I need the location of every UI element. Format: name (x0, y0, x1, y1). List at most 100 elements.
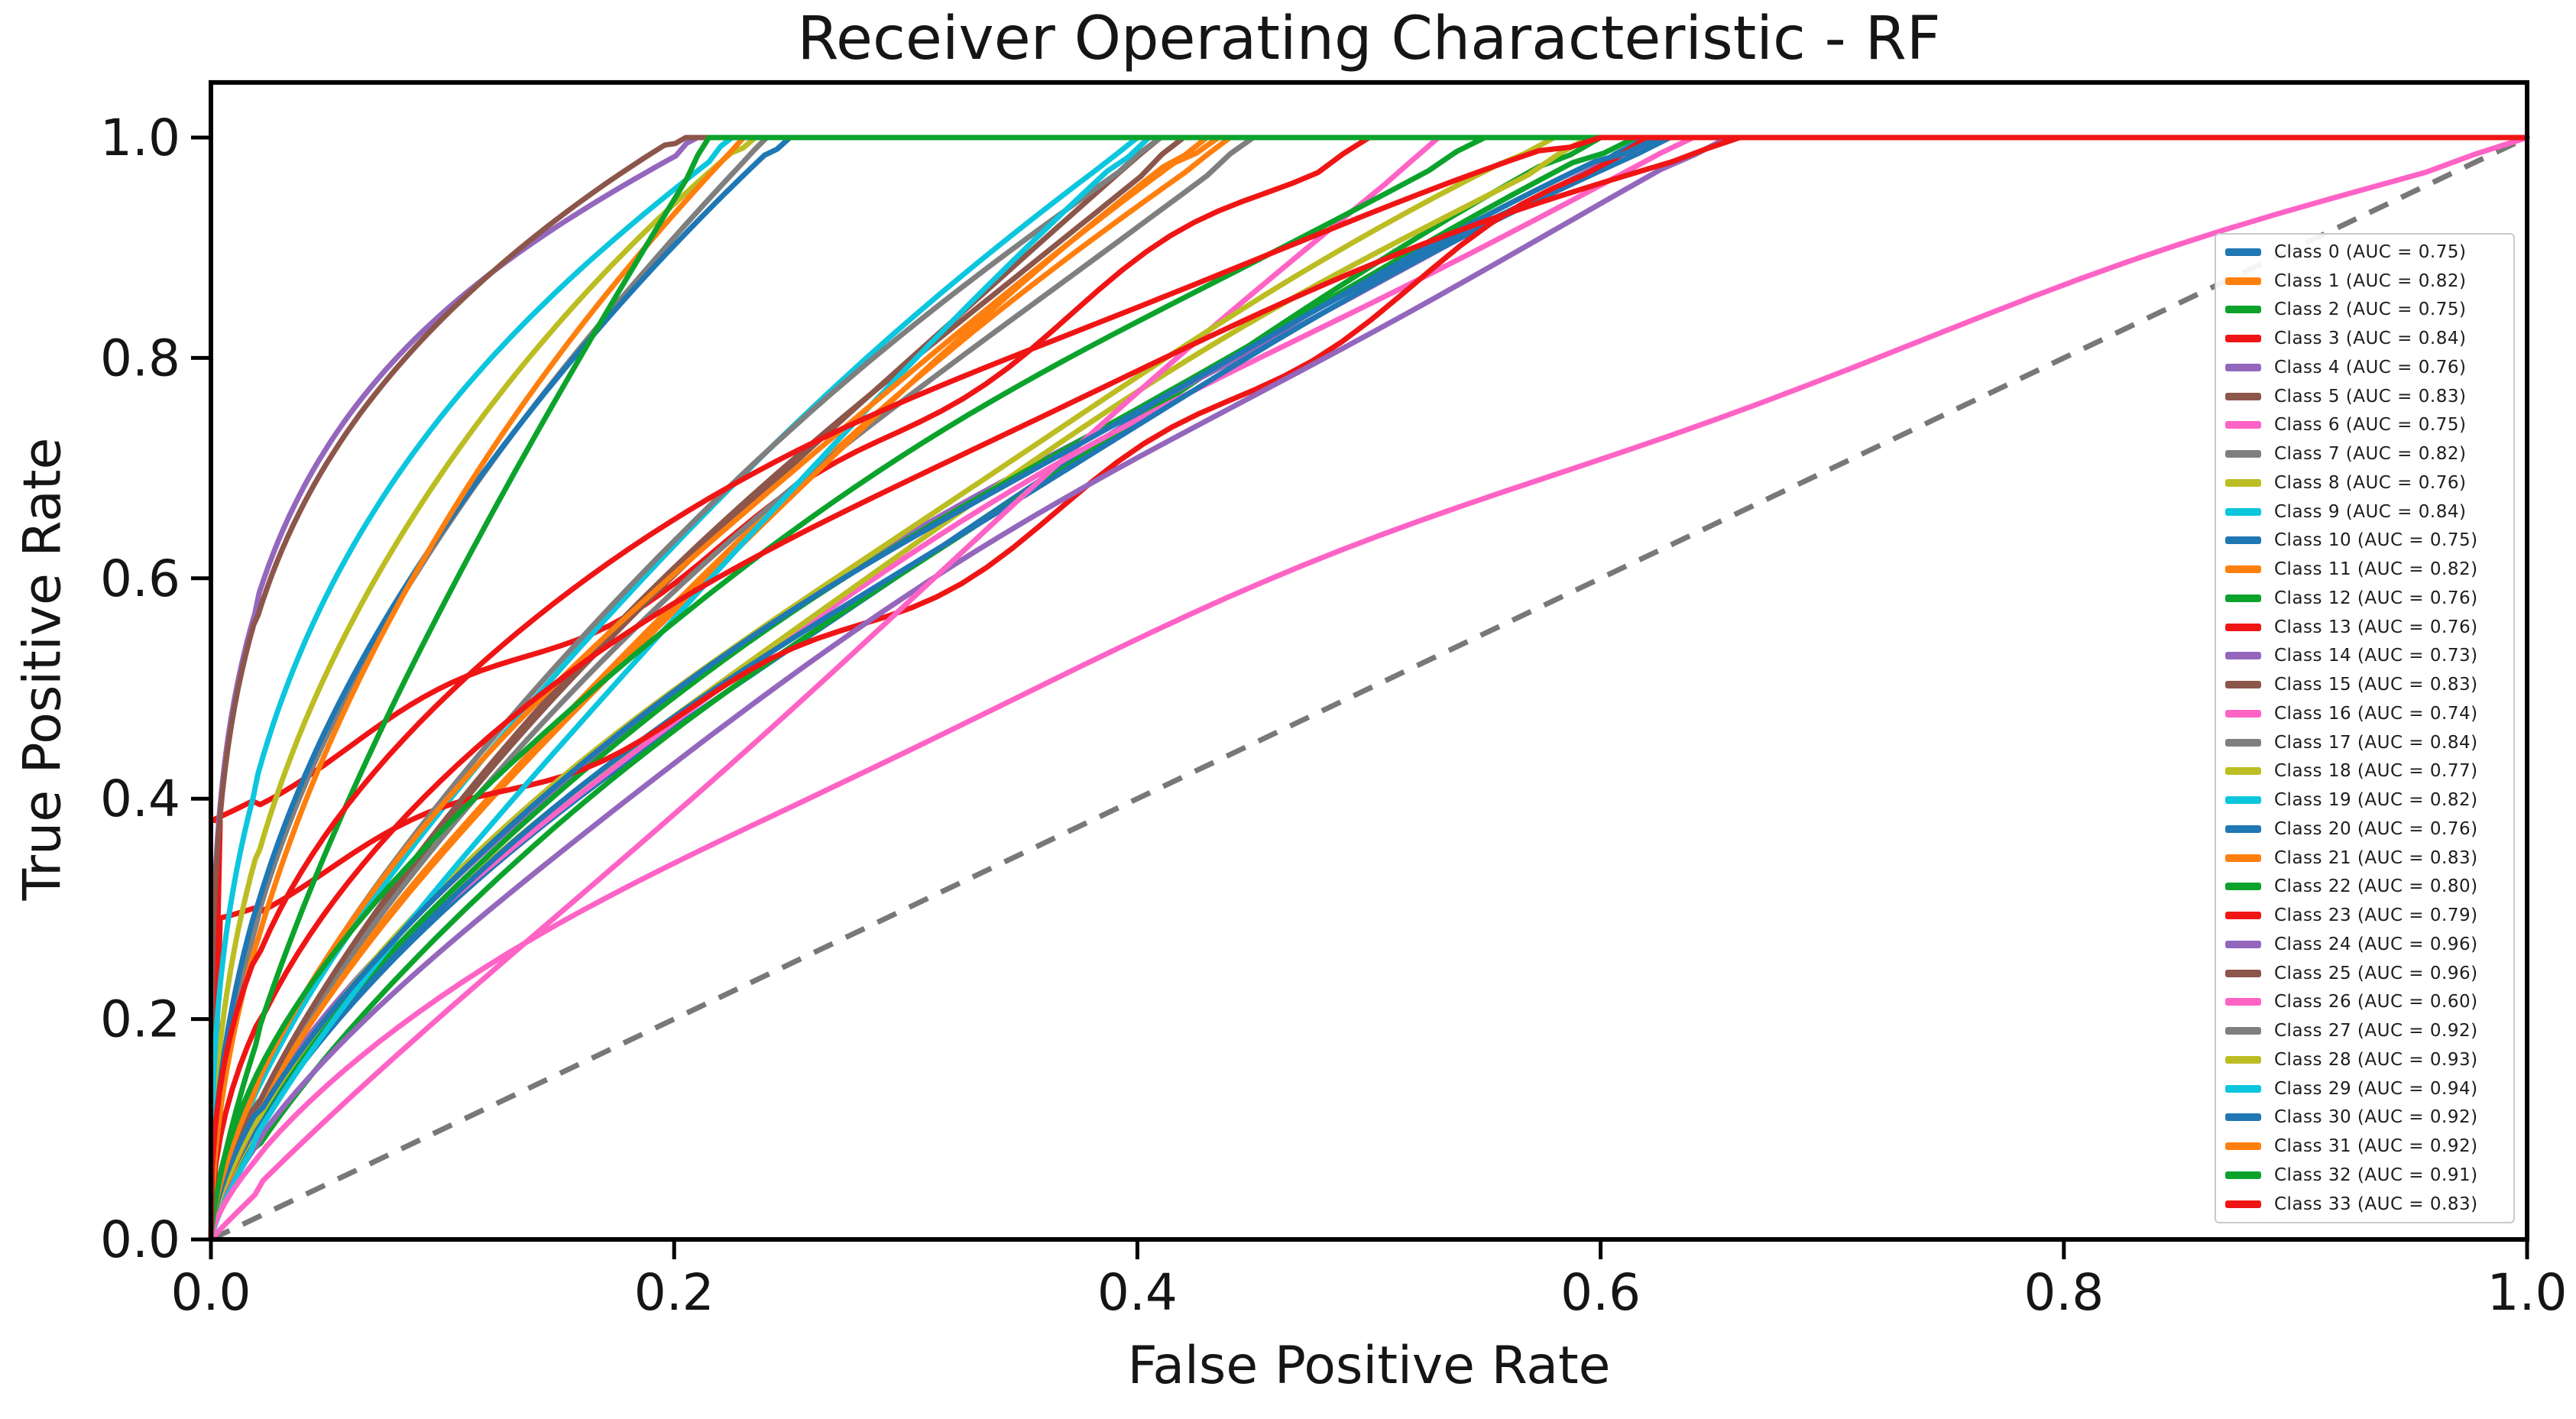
x-tick-label: 0.2 (634, 1263, 714, 1322)
roc-curve-class-32 (208, 134, 2530, 1242)
legend-item: Class 30 (AUC = 0.92) (2225, 1103, 2513, 1132)
chart-title: Receiver Operating Characteristic - RF (797, 5, 1941, 73)
legend-label: Class 13 (AUC = 0.76) (2274, 617, 2478, 637)
legend-label: Class 6 (AUC = 0.75) (2274, 415, 2467, 436)
legend-item: Class 27 (AUC = 0.92) (2225, 1017, 2513, 1045)
legend-item: Class 20 (AUC = 0.76) (2225, 815, 2513, 843)
legend-label: Class 7 (AUC = 0.82) (2274, 444, 2467, 465)
legend-label: Class 17 (AUC = 0.84) (2274, 732, 2478, 753)
legend-item: Class 32 (AUC = 0.91) (2225, 1161, 2513, 1189)
legend-item: Class 13 (AUC = 0.76) (2225, 613, 2513, 641)
legend-swatch (2225, 1055, 2261, 1064)
roc-curve-class-22 (208, 134, 2530, 1242)
legend-item: Class 21 (AUC = 0.83) (2225, 844, 2513, 872)
legend-swatch (2225, 1027, 2261, 1035)
legend-item: Class 12 (AUC = 0.76) (2225, 584, 2513, 612)
legend-swatch (2225, 796, 2261, 805)
legend-item: Class 19 (AUC = 0.82) (2225, 786, 2513, 815)
legend-label: Class 12 (AUC = 0.76) (2274, 588, 2478, 608)
roc-curve-class-23 (208, 134, 2530, 1242)
plot-border (209, 79, 2529, 1242)
legend-item: Class 5 (AUC = 0.83) (2225, 382, 2513, 410)
legend-item: Class 8 (AUC = 0.76) (2225, 468, 2513, 497)
legend-item: Class 1 (AUC = 0.82) (2225, 267, 2513, 295)
legend-label: Class 0 (AUC = 0.75) (2274, 241, 2467, 262)
roc-curve-class-16 (208, 134, 2530, 1242)
legend-swatch (2225, 306, 2261, 314)
legend-swatch (2225, 681, 2261, 689)
legend-swatch (2225, 969, 2261, 977)
legend-label: Class 3 (AUC = 0.84) (2274, 329, 2467, 349)
roc-curve-class-14 (208, 134, 2530, 1242)
legend-item: Class 0 (AUC = 0.75) (2225, 238, 2513, 266)
legend-label: Class 8 (AUC = 0.76) (2274, 472, 2467, 493)
x-axis-label: False Positive Rate (1127, 1336, 1611, 1396)
legend-item: Class 29 (AUC = 0.94) (2225, 1074, 2513, 1103)
legend-item: Class 25 (AUC = 0.96) (2225, 959, 2513, 987)
legend-item: Class 15 (AUC = 0.83) (2225, 671, 2513, 699)
legend-swatch (2225, 363, 2261, 371)
legend-item: Class 7 (AUC = 0.82) (2225, 440, 2513, 468)
legend-item: Class 4 (AUC = 0.76) (2225, 353, 2513, 381)
legend-label: Class 29 (AUC = 0.94) (2274, 1078, 2478, 1099)
legend-swatch (2225, 536, 2261, 545)
legend-label: Class 32 (AUC = 0.91) (2274, 1165, 2478, 1185)
legend-swatch (2225, 1113, 2261, 1122)
roc-curve-class-33 (208, 134, 2530, 1242)
legend-item: Class 6 (AUC = 0.75) (2225, 411, 2513, 439)
x-tick-label: 0.0 (171, 1263, 251, 1322)
legend-swatch (2225, 998, 2261, 1006)
legend-swatch (2225, 594, 2261, 602)
legend-label: Class 18 (AUC = 0.77) (2274, 761, 2478, 782)
legend-swatch (2225, 883, 2261, 891)
legend-label: Class 27 (AUC = 0.92) (2274, 1021, 2478, 1042)
legend-label: Class 22 (AUC = 0.80) (2274, 876, 2478, 897)
y-axis-label: True Positive Rate (12, 437, 73, 901)
legend-label: Class 31 (AUC = 0.92) (2274, 1136, 2478, 1157)
legend-item: Class 31 (AUC = 0.92) (2225, 1132, 2513, 1161)
legend-label: Class 1 (AUC = 0.82) (2274, 271, 2467, 291)
legend-label: Class 28 (AUC = 0.93) (2274, 1049, 2478, 1070)
roc-curve-class-26 (208, 134, 2530, 1242)
legend-item: Class 3 (AUC = 0.84) (2225, 325, 2513, 353)
legend-swatch (2225, 1084, 2261, 1093)
legend-item: Class 26 (AUC = 0.60) (2225, 988, 2513, 1016)
legend-swatch (2225, 940, 2261, 948)
legend-swatch (2225, 652, 2261, 660)
x-tick-label: 0.8 (2024, 1263, 2104, 1322)
legend-label: Class 33 (AUC = 0.83) (2274, 1194, 2478, 1214)
roc-curve-class-29 (208, 134, 2530, 1242)
legend-item: Class 23 (AUC = 0.79) (2225, 902, 2513, 930)
legend-label: Class 24 (AUC = 0.96) (2274, 934, 2478, 954)
legend-swatch (2225, 1142, 2261, 1151)
legend-item: Class 22 (AUC = 0.80) (2225, 873, 2513, 901)
diagonal-reference-line (209, 134, 2529, 1242)
x-tick-label: 0.4 (1097, 1263, 1178, 1322)
legend-label: Class 23 (AUC = 0.79) (2274, 906, 2478, 926)
legend-swatch (2225, 565, 2261, 574)
legend-label: Class 4 (AUC = 0.76) (2274, 357, 2467, 377)
legend-swatch (2225, 507, 2261, 516)
legend-swatch (2225, 623, 2261, 631)
legend-label: Class 26 (AUC = 0.60) (2274, 992, 2478, 1012)
legend-label: Class 21 (AUC = 0.83) (2274, 847, 2478, 868)
x-tick-label: 1.0 (2487, 1263, 2568, 1322)
legend-label: Class 9 (AUC = 0.84) (2274, 501, 2467, 522)
legend-label: Class 2 (AUC = 0.75) (2274, 300, 2467, 320)
roc-curve-class-20 (208, 134, 2530, 1242)
legend-label: Class 5 (AUC = 0.83) (2274, 386, 2467, 407)
legend-swatch (2225, 478, 2261, 487)
legend-item: Class 18 (AUC = 0.77) (2225, 757, 2513, 786)
roc-curve-class-15 (208, 134, 2530, 1242)
legend-label: Class 20 (AUC = 0.76) (2274, 818, 2478, 839)
legend-item: Class 2 (AUC = 0.75) (2225, 296, 2513, 324)
roc-curve-class-19 (208, 134, 2530, 1242)
legend-swatch (2225, 767, 2261, 776)
legend-swatch (2225, 335, 2261, 343)
legend-swatch (2225, 248, 2261, 256)
legend-item: Class 9 (AUC = 0.84) (2225, 497, 2513, 526)
legend-swatch (2225, 912, 2261, 920)
legend-item: Class 14 (AUC = 0.73) (2225, 642, 2513, 670)
legend-label: Class 11 (AUC = 0.82) (2274, 559, 2478, 580)
